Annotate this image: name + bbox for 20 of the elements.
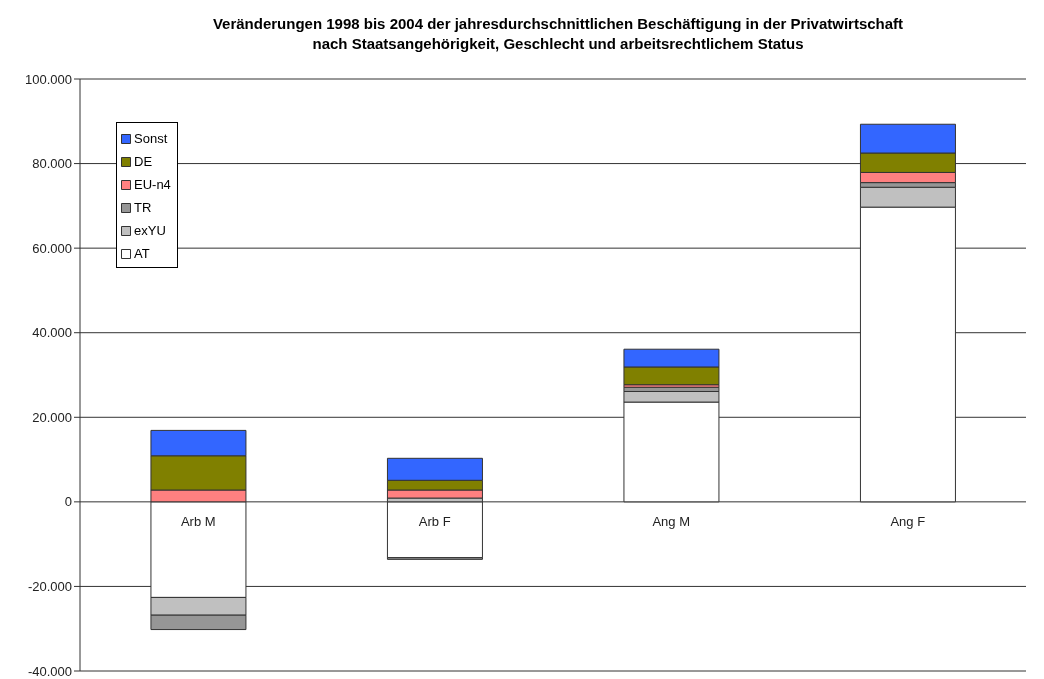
chart-title: Veränderungen 1998 bis 2004 der jahresdurchschnittlichen Beschäftigung in der Privatwirtschaft nach Staatsangehörigkeit, Geschlecht und arbeitsrechtlichem Status <box>211 14 905 54</box>
legend-label: AT <box>134 246 150 261</box>
y-tick-label: 60.000 <box>32 240 72 256</box>
x-tick-label: Ang F <box>890 513 926 529</box>
x-tick-label: Ang M <box>652 513 691 529</box>
y-tick-label: 0 <box>64 494 72 510</box>
y-tick-label: 80.000 <box>32 156 72 172</box>
legend-label: EU-n4 <box>134 177 171 192</box>
legend-label: DE <box>134 154 153 169</box>
y-tick-label: -20.000 <box>27 579 72 595</box>
y-tick-label: 20.000 <box>32 409 72 425</box>
y-tick-label: -40.000 <box>27 663 72 679</box>
legend-label: TR <box>134 200 152 215</box>
x-tick-label: Arb M <box>180 513 216 529</box>
bar <box>386 501 483 559</box>
y-tick-label: 100.000 <box>25 71 72 87</box>
legend-label: exYU <box>134 223 166 238</box>
legend-label: Sonst <box>134 131 168 146</box>
y-tick-label: 40.000 <box>32 325 72 341</box>
x-tick-label: Arb F <box>418 513 451 529</box>
